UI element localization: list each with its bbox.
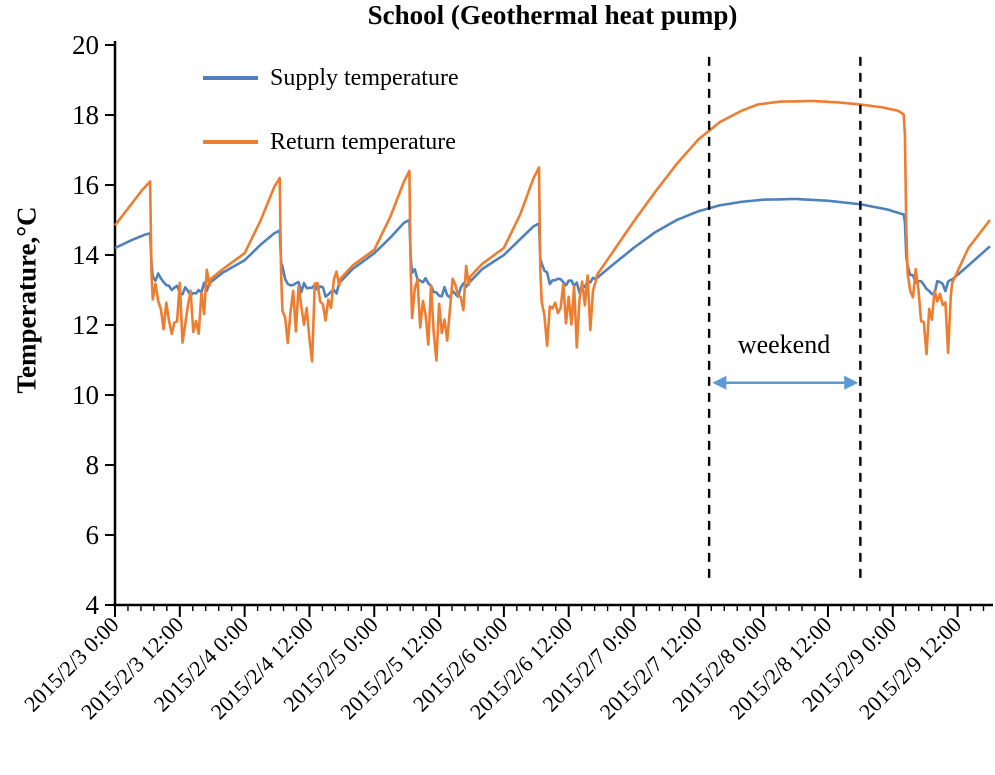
svg-text:20: 20 (72, 30, 99, 60)
legend: Supply temperature Return temperature (203, 56, 459, 184)
svg-text:18: 18 (72, 100, 99, 130)
svg-text:16: 16 (72, 170, 99, 200)
legend-label-supply: Supply temperature (270, 64, 459, 91)
svg-text:6: 6 (86, 520, 100, 550)
legend-item-supply: Supply temperature (203, 56, 459, 100)
svg-text:14: 14 (72, 240, 100, 270)
weekend-annotation: weekend (737, 330, 831, 359)
svg-text:10: 10 (72, 380, 99, 410)
supply-line-swatch (203, 76, 258, 80)
y-axis-title: Temperature,°C (11, 206, 42, 394)
svg-text:8: 8 (86, 450, 100, 480)
svg-text:12: 12 (72, 310, 99, 340)
legend-label-return: Return temperature (270, 128, 456, 155)
svg-text:4: 4 (86, 590, 100, 620)
chart-title: School (Geothermal heat pump) (367, 0, 738, 30)
return-line-swatch (203, 140, 258, 144)
legend-item-return: Return temperature (203, 120, 459, 164)
